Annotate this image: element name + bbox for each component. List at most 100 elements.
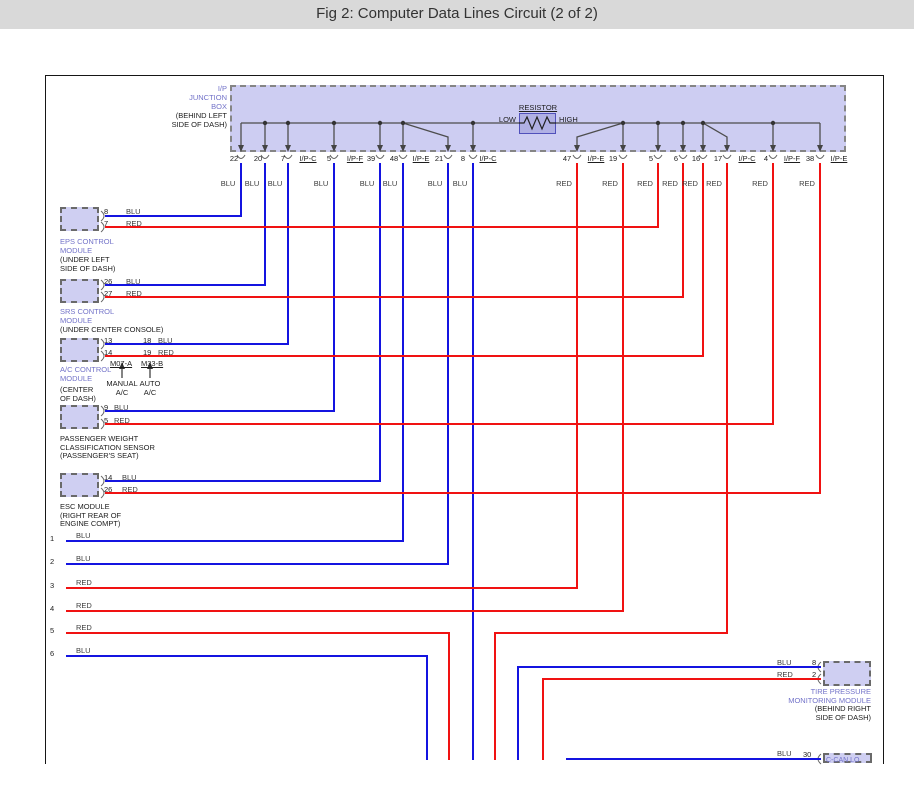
srs-pin-number: 27: [104, 289, 113, 298]
tpms-module-box: [823, 661, 871, 686]
wire-color-label: RED: [158, 348, 174, 357]
tpms-pin-number: 2: [812, 670, 817, 679]
srs-module-location: (UNDER CENTER CONSOLE): [60, 325, 164, 334]
wire-color-label: BLU: [126, 277, 141, 286]
srs-module-label: SRS CONTROL MODULE: [60, 307, 115, 325]
stub-number: 3: [50, 581, 55, 590]
ac-pin-number: 18: [143, 336, 152, 345]
stub-number: 4: [50, 604, 55, 613]
jb-pin-label: 22: [229, 154, 239, 163]
wire-color-label: RED: [637, 179, 653, 188]
jb-pin-label: 20: [253, 154, 263, 163]
ac-auto-label: AUTO A/C: [139, 379, 161, 397]
wire-color-label: BLU: [359, 179, 375, 188]
jb-pin-label: 5: [648, 154, 654, 163]
jb-connector-label: I/P-C: [738, 154, 756, 163]
stub-number: 5: [50, 626, 55, 635]
ccan-lo-box: [823, 753, 872, 763]
wire-color-label: RED: [114, 416, 130, 425]
wire-color-label: RED: [706, 179, 722, 188]
wire-color-label: RED: [76, 623, 92, 632]
pwcs-module-box: [60, 405, 99, 429]
jb-connector-label: I/P-E: [412, 154, 430, 163]
wire-color-label: RED: [662, 179, 678, 188]
wire-color-label: RED: [76, 601, 92, 610]
ac-connector-id: M33-B: [141, 359, 164, 368]
wire-color-label: RED: [556, 179, 572, 188]
esc-pin-number: 14: [104, 473, 113, 482]
eps-pin-number: 7: [104, 219, 109, 228]
resistor-low-label: LOW: [498, 115, 516, 124]
ac-connector-id: M07-A: [110, 359, 133, 368]
jb-connector-label: I/P-E: [830, 154, 848, 163]
resistor-high-label: HIGH: [559, 115, 578, 124]
ip-junction-box-label: I/P JUNCTION BOX (BEHIND LEFT SIDE OF DA…: [171, 84, 227, 129]
pwcs-pin-number: 9: [104, 403, 109, 412]
srs-pin-number: 26: [104, 277, 113, 286]
srs-module-box: [60, 279, 99, 303]
jb-pin-label: 16: [691, 154, 701, 163]
wire-color-label: BLU: [126, 207, 141, 216]
jb-connector-label: I/P-E: [587, 154, 605, 163]
wire-color-label: BLU: [158, 336, 173, 345]
ac-manual-label: MANUAL A/C: [106, 379, 138, 397]
stub-number: 2: [50, 557, 55, 566]
wire-color-label: RED: [76, 578, 92, 587]
resistor-box: [519, 113, 556, 134]
esc-module-label: ESC MODULE (RIGHT REAR OF ENGINE COMPT): [60, 502, 122, 528]
wire-color-label: BLU: [76, 531, 91, 540]
wire-color-label: BLU: [452, 179, 468, 188]
wire-color-label: RED: [682, 179, 698, 188]
ac-module-box: [60, 338, 99, 362]
jb-pin-label: 4: [763, 154, 769, 163]
eps-module-location: (UNDER LEFT SIDE OF DASH): [60, 255, 116, 273]
jb-pin-label: 8: [460, 154, 466, 163]
jb-connector-label: I/P-C: [299, 154, 317, 163]
jb-connector-label: I/P-F: [783, 154, 801, 163]
wire-color-label: BLU: [220, 179, 236, 188]
wire-color-label: BLU: [122, 473, 137, 482]
ac-pin-number: 13: [104, 336, 113, 345]
stub-number: 6: [50, 649, 55, 658]
wire-color-label: BLU: [267, 179, 283, 188]
esc-pin-number: 26: [104, 485, 113, 494]
jb-pin-label: 38: [805, 154, 815, 163]
pwcs-pin-number: 5: [104, 416, 109, 425]
ac-module-label: A/C CONTROL MODULE: [60, 365, 112, 383]
jb-pin-label: 48: [389, 154, 399, 163]
eps-module-label: EPS CONTROL MODULE: [60, 237, 114, 255]
wire-color-label: BLU: [244, 179, 260, 188]
wire-color-label: BLU: [76, 646, 91, 655]
jb-connector-label: I/P-F: [346, 154, 364, 163]
wire-color-label: BLU: [114, 403, 129, 412]
wire-color-label: RED: [777, 670, 793, 679]
stub-number: 1: [50, 534, 55, 543]
tpms-module-label: TIRE PRESSURE MONITORING MODULE (BEHIND …: [788, 687, 871, 722]
tpms-pin-number: 8: [812, 658, 817, 667]
wire-color-label: RED: [799, 179, 815, 188]
wire-color-label: RED: [122, 485, 138, 494]
ac-module-location: (CENTER OF DASH): [60, 385, 96, 403]
eps-pin-number: 8: [104, 207, 109, 216]
jb-pin-label: 39: [366, 154, 376, 163]
wire-color-label: RED: [752, 179, 768, 188]
jb-connector-label: I/P-C: [479, 154, 497, 163]
diagram-frame: [45, 75, 884, 764]
title-banner: [0, 0, 914, 29]
wire-color-label: BLU: [76, 554, 91, 563]
wire-color-label: RED: [126, 289, 142, 298]
ac-pin-number: 19: [143, 348, 152, 357]
resistor-label: RESISTOR: [518, 103, 558, 112]
jb-pin-label: 19: [608, 154, 618, 163]
jb-pin-label: 6: [673, 154, 679, 163]
wire-color-label: BLU: [777, 658, 792, 667]
ccan-pin-number: 30: [803, 750, 812, 759]
wire-color-label: RED: [602, 179, 618, 188]
esc-module-box: [60, 473, 99, 497]
figure-title: Fig 2: Computer Data Lines Circuit (2 of…: [316, 5, 598, 22]
pwcs-module-label: PASSENGER WEIGHT CLASSIFICATION SENSOR (…: [60, 434, 155, 460]
ccan-lo-label: C-CAN LO: [826, 757, 860, 764]
wire-color-label: BLU: [382, 179, 398, 188]
jb-pin-label: 17: [713, 154, 723, 163]
jb-pin-label: 7: [280, 154, 286, 163]
